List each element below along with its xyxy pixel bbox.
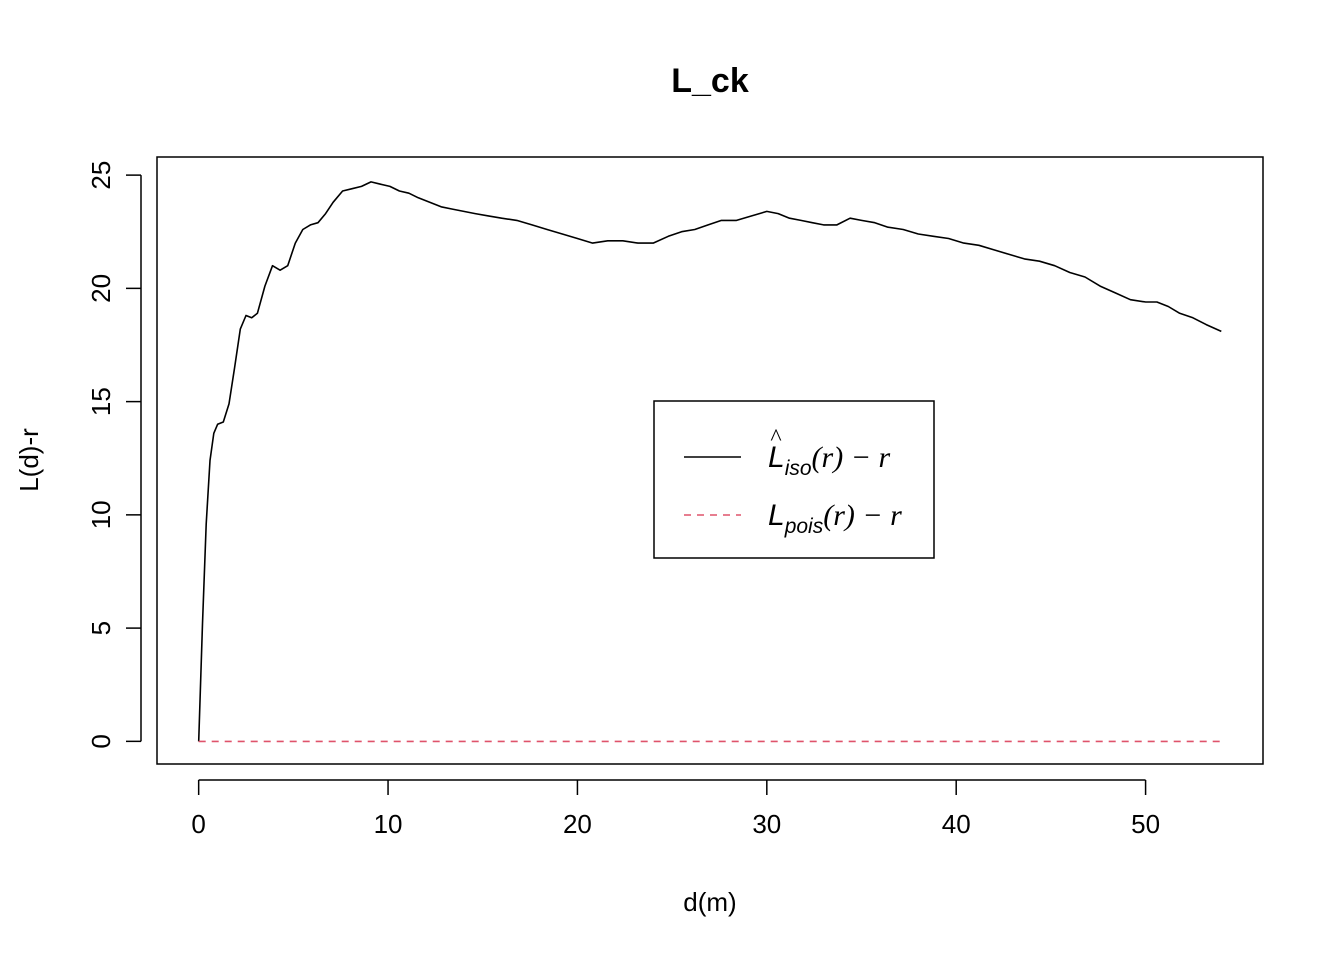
plot-frame <box>156 156 1264 765</box>
y-tick-label: 20 <box>86 274 116 303</box>
x-tick-label: 20 <box>563 809 592 839</box>
y-tick-label: 25 <box>86 161 116 190</box>
x-tick-label: 10 <box>374 809 403 839</box>
x-axis: 0 10 20 30 40 50 <box>191 779 1160 839</box>
legend-hat: ^ <box>770 425 781 451</box>
x-tick-label: 0 <box>191 809 205 839</box>
x-tick-label: 30 <box>752 809 781 839</box>
y-tick-label: 5 <box>86 621 116 635</box>
series-layer <box>197 181 1222 743</box>
series-line-iso <box>197 181 1222 742</box>
chart-title: L_ck <box>671 62 749 100</box>
y-axis-label: L(d)-r <box>14 428 44 492</box>
y-tick-label: 10 <box>86 500 116 529</box>
legend-box <box>653 400 935 559</box>
y-tick-label: 15 <box>86 387 116 416</box>
x-tick-label: 50 <box>1131 809 1160 839</box>
x-axis-label: d(m) <box>683 887 736 917</box>
y-tick-label: 0 <box>86 734 116 748</box>
legend-label-iso: Liso(r) − r <box>768 441 890 480</box>
legend: Liso(r) − r^ Lpois(r) − r <box>653 400 935 559</box>
y-axis: 0 5 10 15 20 25 <box>86 161 142 749</box>
legend-label-pois: Lpois(r) − r <box>768 499 902 538</box>
x-tick-label: 40 <box>942 809 971 839</box>
